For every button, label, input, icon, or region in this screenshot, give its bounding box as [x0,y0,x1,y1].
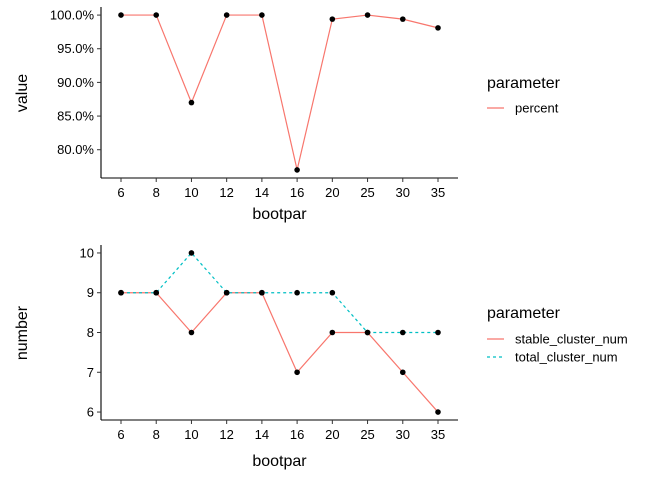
bottom-panel: 6 7 8 9 10 6 8 10 12 14 16 20 25 30 35 bootpar number [14,245,458,470]
top-legend: parameter percent [487,75,561,116]
data-point-stable_cluster_num [329,329,336,336]
top-x-tick-label: 35 [431,185,445,200]
data-point-stable_cluster_num [399,369,406,376]
bottom-x-tick-label: 14 [255,427,269,442]
data-point-percent [364,12,371,18]
top-x-tick-label: 10 [184,185,198,200]
bottom-x-tick-label: 16 [290,427,304,442]
bottom-x-tick-label: 30 [396,427,410,442]
top-x-tick-label: 16 [290,185,304,200]
data-point-percent [259,12,265,18]
bottom-legend-title: parameter [487,305,561,322]
data-point-percent [188,99,195,106]
top-y-axis-title: value [14,74,31,112]
series-line-stable_cluster_num [121,292,439,413]
bottom-x-tick-label: 10 [184,427,198,442]
data-point-total_cluster_num [188,250,195,256]
bottom-y-tick-label: 10 [80,245,94,260]
data-point-total_cluster_num [118,289,124,296]
top-y-tick-label: 95.0% [57,41,94,56]
data-point-stable_cluster_num [435,409,441,415]
top-x-tick-label: 14 [255,185,269,200]
data-point-total_cluster_num [153,289,160,296]
data-point-total_cluster_num [329,289,336,296]
top-x-tick-label: 6 [117,185,124,200]
legend-label-total_cluster_num: total_cluster_num [515,350,618,365]
top-x-tick-label: 30 [396,185,410,200]
top-legend-title: parameter [487,75,561,92]
data-point-percent [294,167,300,173]
legend-label-percent: percent [515,101,559,116]
bottom-legend: parameter stable_cluster_num total_cluste… [487,305,628,365]
data-point-percent [118,12,124,18]
bottom-y-tick-label: 8 [87,325,94,340]
bottom-x-tick-label: 25 [360,427,374,442]
series-line-total_cluster_num [121,252,438,334]
data-point-percent [153,12,160,18]
bottom-x-tick-label: 6 [117,427,124,442]
top-panel: 80.0% 85.0% 90.0% 95.0% 100.0% 6 8 10 12 14 16 20 2… [14,7,458,223]
bottom-y-tick-label: 6 [87,405,94,420]
top-y-tick-label: 85.0% [57,109,94,124]
top-x-tick-label: 20 [325,185,339,200]
bottom-y-axis-title: number [14,305,31,360]
bottom-x-tick-label: 8 [153,427,160,442]
data-point-percent [223,12,230,18]
legend-label-stable_cluster_num: stable_cluster_num [515,332,628,347]
top-x-tick-label: 8 [153,185,160,200]
data-point-total_cluster_num [259,289,265,296]
data-point-total_cluster_num [294,289,300,296]
data-point-total_cluster_num [223,289,230,296]
data-point-total_cluster_num [364,329,371,336]
bottom-x-tick-label: 35 [431,427,445,442]
bottom-y-tick-label: 9 [87,285,94,300]
bottom-x-tick-label: 12 [219,427,233,442]
top-x-tick-label: 25 [360,185,374,200]
bottom-x-axis-title: bootpar [252,453,307,470]
top-y-tick-label: 80.0% [57,142,94,157]
data-point-stable_cluster_num [294,369,300,376]
top-x-tick-label: 12 [219,185,233,200]
data-point-percent [329,16,336,22]
data-point-total_cluster_num [399,329,406,336]
series-line-percent [121,14,439,171]
bottom-x-tick-label: 20 [325,427,339,442]
bottom-y-tick-label: 7 [87,365,94,380]
top-x-axis-title: bootpar [252,206,307,223]
data-point-percent [399,16,406,22]
top-y-tick-label: 100.0% [50,8,95,23]
data-point-percent [435,25,441,31]
data-point-total_cluster_num [435,329,441,336]
data-point-stable_cluster_num [188,329,195,336]
top-y-tick-label: 90.0% [57,75,94,90]
